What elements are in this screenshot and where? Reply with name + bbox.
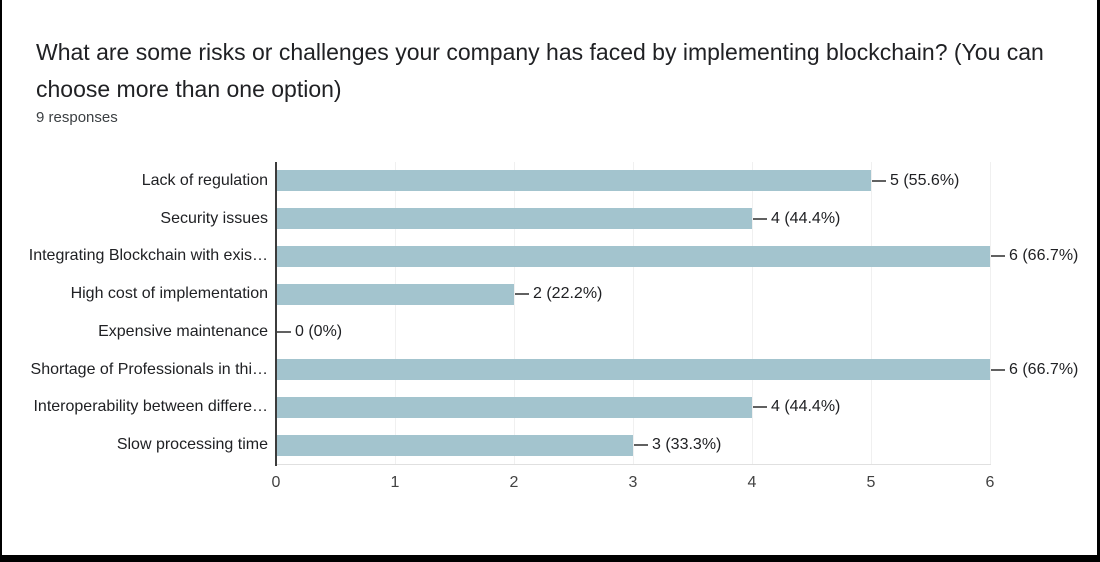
- value-label: 5 (55.6%): [890, 171, 960, 189]
- frame-bottom-border: [0, 555, 1100, 562]
- gridline: [633, 162, 634, 464]
- value-connector: [991, 368, 1005, 371]
- value-connector: [277, 330, 291, 333]
- x-tick-label: 1: [390, 474, 400, 491]
- gridline: [514, 162, 515, 464]
- frame-left-border: [0, 0, 2, 562]
- category-label: Interoperability between differe…: [33, 398, 268, 416]
- bar: [276, 434, 633, 456]
- value-connector: [634, 444, 648, 447]
- value-connector: [991, 255, 1005, 258]
- value-connector: [753, 217, 767, 220]
- x-tick-label: 5: [866, 474, 876, 491]
- value-connector: [753, 406, 767, 409]
- gridline: [752, 162, 753, 464]
- value-label: 4 (44.4%): [771, 398, 841, 416]
- category-label: Shortage of Professionals in thi…: [30, 360, 268, 378]
- bar: [276, 245, 990, 267]
- bar: [276, 283, 514, 305]
- bar: [276, 208, 752, 230]
- x-tick-label: 6: [985, 474, 995, 491]
- value-label: 3 (33.3%): [652, 436, 722, 454]
- category-label: Lack of regulation: [141, 171, 268, 189]
- frame-right-border: [1097, 0, 1100, 562]
- value-connector: [872, 179, 886, 182]
- x-tick-label: 3: [628, 474, 638, 491]
- category-label: Security issues: [160, 209, 268, 227]
- gridline: [871, 162, 872, 464]
- y-axis-line: [275, 162, 277, 466]
- gridline: [990, 162, 991, 464]
- x-tick-label: 4: [747, 474, 757, 491]
- question-title: What are some risks or challenges your c…: [36, 39, 1044, 102]
- gridline: [395, 162, 396, 464]
- x-tick-label: 2: [509, 474, 519, 491]
- x-axis-line: [276, 464, 991, 465]
- value-label: 6 (66.7%): [1009, 360, 1079, 378]
- value-connector: [515, 293, 529, 296]
- response-count: 9 responses: [36, 109, 118, 126]
- value-label: 6 (66.7%): [1009, 247, 1079, 265]
- category-label: High cost of implementation: [70, 285, 268, 303]
- category-label: Expensive maintenance: [98, 322, 268, 340]
- value-label: 2 (22.2%): [533, 285, 603, 303]
- category-label: Integrating Blockchain with exis…: [28, 247, 268, 265]
- bar: [276, 359, 990, 381]
- x-tick-label: 0: [271, 474, 281, 491]
- category-label: Slow processing time: [116, 436, 268, 454]
- value-label: 4 (44.4%): [771, 209, 841, 227]
- value-label: 0 (0%): [295, 322, 343, 340]
- bar: [276, 396, 752, 418]
- bar: [276, 170, 871, 192]
